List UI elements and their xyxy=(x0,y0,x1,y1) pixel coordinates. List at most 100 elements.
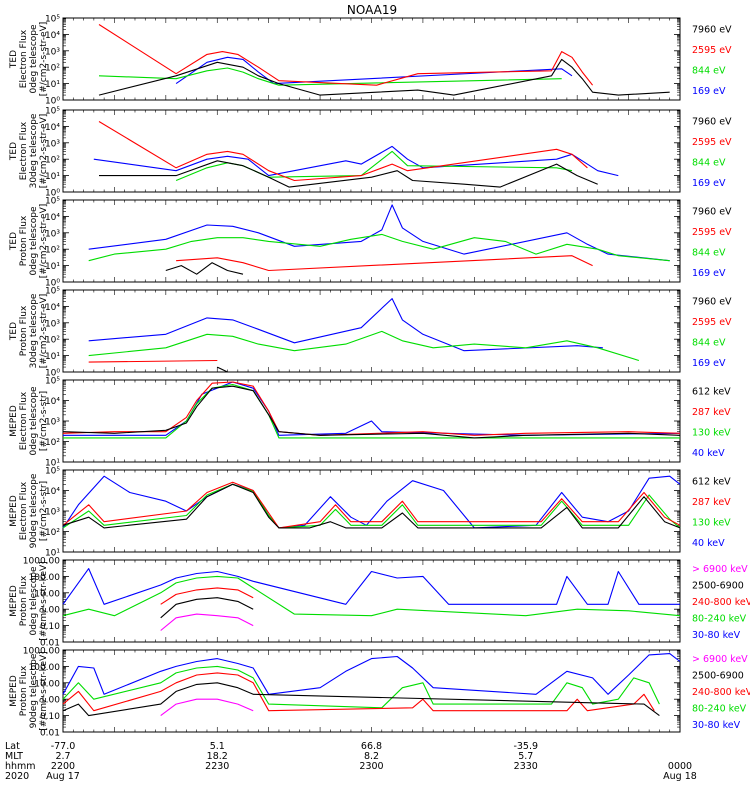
series-line-red xyxy=(160,587,254,605)
legend-entry: 2595 eV xyxy=(692,137,732,148)
y-tick-label: 10³ xyxy=(45,229,60,239)
y-axis-label-line: TED xyxy=(9,322,19,341)
legend-entry: 287 keV xyxy=(692,497,731,508)
legend-entry: 2595 eV xyxy=(692,227,732,238)
y-axis-label-line: 90deg telescope xyxy=(29,473,39,548)
y-axis-label-line: 90deg telescope xyxy=(29,653,39,728)
y-tick-label: 10⁴ xyxy=(45,213,60,223)
legend-entry: 80-240 keV xyxy=(692,703,747,714)
y-tick-label: 10³ xyxy=(45,418,60,428)
y-axis-label-line: TED xyxy=(9,50,19,69)
series-line-blue xyxy=(62,475,681,529)
y-tick-label: 0.01 xyxy=(40,729,60,739)
series-line-black xyxy=(99,160,598,188)
y-tick-label: 10¹ xyxy=(45,549,60,559)
y-axis-label-line: Proton Flux xyxy=(19,215,29,266)
time-axis-row-label: MLT xyxy=(5,751,23,762)
y-tick-label: 10⁴ xyxy=(45,303,60,313)
y-axis-label-line: MEPED xyxy=(9,585,19,617)
y-axis-label-line: TED xyxy=(9,232,19,251)
legend-entry: 7960 eV xyxy=(692,206,732,217)
y-tick-label: 10¹ xyxy=(45,80,60,90)
y-tick-label: 10² xyxy=(45,246,60,256)
y-axis-label-line: Electron Flux xyxy=(19,29,29,88)
y-tick-label: 10² xyxy=(45,438,60,448)
y-tick-label: 10⁴ xyxy=(45,123,60,133)
y-tick-label: 10⁰ xyxy=(45,279,60,289)
y-axis-label-line: Proton Flux xyxy=(19,305,29,356)
legend-entry: 2595 eV xyxy=(692,45,732,56)
y-tick-label: 1.00 xyxy=(40,696,60,706)
y-axis-label: MEPEDElectron Flux90deg telescope[#/cm2-… xyxy=(9,473,49,548)
y-axis-label-line: 0deg telescope xyxy=(29,206,39,276)
plot-frame xyxy=(62,289,681,373)
y-axis-label-line: [#/cm2-s-str] xyxy=(39,481,49,541)
y-tick-label: 0.10 xyxy=(40,622,60,632)
y-axis-label-line: 0deg telescope xyxy=(29,566,39,636)
y-tick-label: 10² xyxy=(45,336,60,346)
y-tick-label: 10¹ xyxy=(45,352,60,362)
legend-entry: 30-80 keV xyxy=(692,630,741,641)
series-line-green xyxy=(62,575,681,617)
y-axis-label: TEDElectron Flux30deg telescope[#/cm2-s-… xyxy=(9,113,49,188)
plot-frame xyxy=(62,649,681,733)
y-tick-label: 1000.00 xyxy=(23,557,60,567)
legend-entry: 169 eV xyxy=(692,178,726,189)
series-line-green xyxy=(62,483,681,529)
y-tick-label: 0.01 xyxy=(40,639,60,649)
y-tick-label: 10⁵ xyxy=(45,107,60,117)
y-axis-label-line: MEPED xyxy=(9,675,19,707)
series-line-blue xyxy=(62,568,680,605)
legend-entry: 80-240 keV xyxy=(692,613,747,624)
series-line-green xyxy=(175,150,573,182)
y-axis-label-line: Electron Flux xyxy=(19,481,29,540)
time-axis-tick-label: 2200 xyxy=(51,761,75,772)
y-axis-label-line: TED xyxy=(9,142,19,161)
y-axis-label-line: [#/cm2-s-str-keV] xyxy=(39,561,49,640)
y-tick-label: 10⁰ xyxy=(45,189,60,199)
y-tick-label: 10³ xyxy=(45,47,60,57)
y-tick-label: 10² xyxy=(45,156,60,166)
y-tick-label: 10¹ xyxy=(45,459,60,469)
time-axis-tick-label: -77.0 xyxy=(51,741,76,752)
y-tick-label: 100.00 xyxy=(29,573,61,583)
legend-entry: 844 eV xyxy=(692,65,726,76)
y-tick-label: 10⁵ xyxy=(45,15,60,25)
series-line-red xyxy=(62,672,655,712)
y-axis-label: MEPEDProton Flux90deg telescope[#/cm2-s-… xyxy=(9,651,49,730)
legend-entry: 240-800 keV xyxy=(692,597,750,608)
legend-entry: 612 keV xyxy=(692,476,731,487)
y-axis-label-line: 30deg telescope xyxy=(29,113,39,188)
y-tick-label: 10¹ xyxy=(45,262,60,272)
y-axis-label-line: [#/cm2-s-str-eV] xyxy=(39,294,49,369)
series-line-black xyxy=(98,58,670,96)
y-axis-label: TEDProton Flux0deg telescope[#/cm2-s-str… xyxy=(9,204,49,279)
plot-frame xyxy=(62,199,681,283)
legend-entry: 40 keV xyxy=(692,538,725,549)
time-axis-tick-label: Aug 17 xyxy=(46,771,80,782)
y-axis-label-line: 0deg telescope xyxy=(29,386,39,456)
y-tick-label: 100.00 xyxy=(29,663,61,673)
y-axis-label-line: Electron Flux xyxy=(19,391,29,450)
series-line-magenta xyxy=(160,613,254,631)
time-axis-row-label: Lat xyxy=(5,741,20,752)
y-tick-label: 10.00 xyxy=(34,589,60,599)
y-tick-label: 10.00 xyxy=(34,679,60,689)
time-axis-tick-label: -35.9 xyxy=(513,741,538,752)
time-axis-tick-label: 2300 xyxy=(359,761,383,772)
legend-entry: 7960 eV xyxy=(692,24,732,35)
series-line-black xyxy=(62,385,681,439)
y-tick-label: 1.00 xyxy=(40,606,60,616)
legend-entry: 169 eV xyxy=(692,86,726,97)
legend-entry: 7960 eV xyxy=(692,296,732,307)
series-line-blue xyxy=(88,298,603,352)
series-line-green xyxy=(98,67,562,86)
time-axis-tick-label: 5.1 xyxy=(210,741,225,752)
legend-entry: > 6900 keV xyxy=(692,654,748,665)
time-axis-tick-label: 2330 xyxy=(514,761,538,772)
